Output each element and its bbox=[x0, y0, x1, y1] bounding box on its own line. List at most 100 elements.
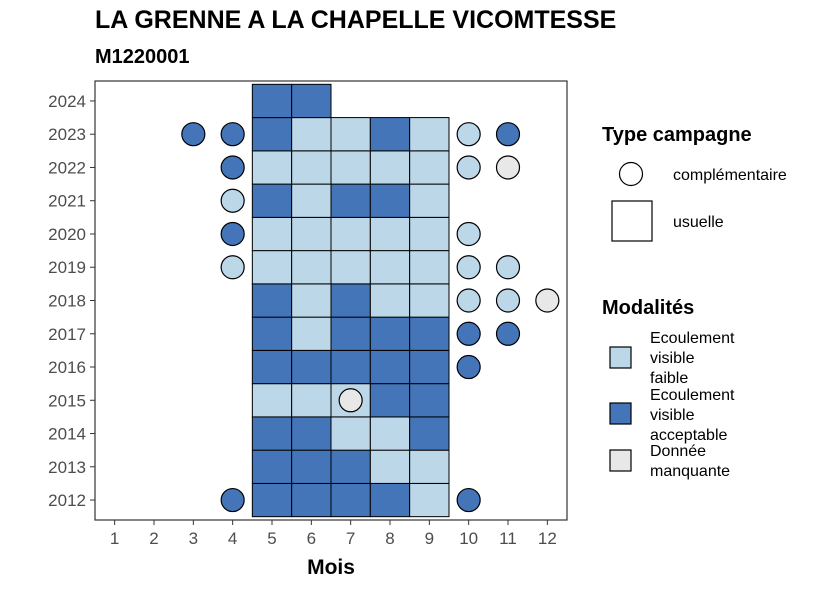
point-2021-4 bbox=[220, 188, 245, 213]
tile-2023-9 bbox=[409, 117, 450, 152]
point-2015-7 bbox=[338, 388, 363, 413]
point-2018-12 bbox=[535, 288, 560, 313]
point-2022-10 bbox=[456, 155, 481, 180]
legend-label-complementaire: complémentaire bbox=[673, 167, 787, 184]
legend-label-faible-line3: faible bbox=[650, 370, 688, 387]
x-axis-title: Mois bbox=[307, 556, 355, 579]
y-tick-label-2013: 2013 bbox=[48, 458, 86, 477]
tile-2016-6 bbox=[291, 349, 332, 385]
point-2012-4 bbox=[220, 487, 245, 513]
point-2019-10 bbox=[456, 255, 481, 280]
tile-2015-8 bbox=[369, 383, 411, 418]
legend-circle-key bbox=[618, 161, 644, 187]
tile-2012-8 bbox=[369, 482, 411, 518]
x-tick-label-12: 12 bbox=[538, 529, 557, 548]
tile-2022-9 bbox=[409, 150, 450, 185]
y-tick-label-2016: 2016 bbox=[48, 358, 86, 377]
legend-label-manquante: Donnée manquante bbox=[650, 443, 730, 480]
legend-label-acceptable-line3: acceptable bbox=[650, 427, 727, 444]
y-tick-label-2023: 2023 bbox=[48, 125, 86, 144]
tile-2021-9 bbox=[409, 183, 450, 218]
y-tick-label-2022: 2022 bbox=[48, 158, 86, 177]
tile-2021-6 bbox=[291, 183, 332, 218]
point-2023-3 bbox=[181, 122, 206, 147]
point-2023-4 bbox=[220, 122, 245, 147]
y-tick-label-2019: 2019 bbox=[48, 258, 86, 277]
tile-2016-9 bbox=[409, 349, 450, 385]
y-tick-label-2020: 2020 bbox=[48, 225, 86, 244]
tile-2014-7 bbox=[330, 416, 371, 451]
y-tick-label-2017: 2017 bbox=[48, 325, 86, 344]
tile-2020-5 bbox=[251, 216, 293, 252]
tile-2017-8 bbox=[369, 316, 411, 351]
point-2019-11 bbox=[495, 255, 521, 280]
tile-2012-5 bbox=[251, 482, 293, 518]
tile-2017-9 bbox=[409, 316, 450, 351]
tile-2017-5 bbox=[251, 316, 293, 351]
tile-2019-9 bbox=[409, 250, 450, 285]
legend-label-manquante-line1: Donnée bbox=[650, 443, 706, 460]
x-tick-label-10: 10 bbox=[459, 529, 478, 548]
tile-2022-6 bbox=[291, 150, 332, 185]
y-tick-label-2014: 2014 bbox=[48, 425, 86, 444]
tile-2022-8 bbox=[369, 150, 411, 185]
tile-2023-8 bbox=[369, 117, 411, 152]
point-2023-10 bbox=[456, 122, 481, 147]
chart-title: LA GRENNE A LA CHAPELLE VICOMTESSE bbox=[95, 6, 617, 34]
tile-2013-5 bbox=[251, 449, 293, 484]
tile-2023-5 bbox=[251, 117, 293, 152]
legend-key-manquante bbox=[609, 449, 632, 472]
tile-2022-7 bbox=[330, 150, 371, 185]
tile-2020-8 bbox=[369, 216, 411, 252]
x-tick-label-5: 5 bbox=[267, 529, 276, 548]
tile-2014-8 bbox=[369, 416, 411, 451]
y-tick-label-2018: 2018 bbox=[48, 292, 86, 311]
tile-2018-5 bbox=[251, 283, 293, 318]
points-layer bbox=[181, 122, 560, 513]
x-tick-label-7: 7 bbox=[346, 529, 355, 548]
x-tick-label-9: 9 bbox=[425, 529, 434, 548]
tile-2016-7 bbox=[330, 349, 371, 385]
tile-2015-9 bbox=[409, 383, 450, 418]
point-2019-4 bbox=[220, 255, 245, 280]
tile-2014-9 bbox=[409, 416, 450, 451]
tile-2022-5 bbox=[251, 150, 293, 185]
tile-2021-7 bbox=[330, 183, 371, 218]
legend-label-manquante-line2: manquante bbox=[650, 463, 730, 480]
point-2023-11 bbox=[495, 122, 521, 147]
legend-type-campagne: Type campagne complémentaire usuelle bbox=[602, 124, 787, 242]
legend-key-faible bbox=[609, 346, 632, 369]
tile-2012-6 bbox=[291, 482, 332, 518]
point-2022-4 bbox=[220, 155, 245, 180]
point-2022-11 bbox=[495, 155, 521, 180]
legend-type-title: Type campagne bbox=[602, 124, 752, 146]
tile-2016-5 bbox=[251, 349, 293, 385]
tile-2018-8 bbox=[369, 283, 411, 318]
legend-label-acceptable: Ecoulement visible acceptable bbox=[650, 387, 739, 444]
y-axis: 2012 2013 2014 2015 2016 2017 2018 2019 2020 2021… bbox=[48, 92, 95, 510]
tile-2024-6 bbox=[291, 83, 332, 119]
point-2017-10 bbox=[456, 321, 481, 346]
point-2016-10 bbox=[456, 354, 481, 380]
tile-2015-6 bbox=[291, 383, 332, 418]
point-2018-10 bbox=[456, 288, 481, 313]
tile-2013-9 bbox=[409, 449, 450, 484]
tile-2013-8 bbox=[369, 449, 411, 484]
tile-2021-8 bbox=[369, 183, 411, 218]
tile-2019-8 bbox=[369, 250, 411, 285]
x-axis: 1 2 3 4 5 6 7 8 9 10 11 12 bbox=[110, 520, 557, 548]
tile-2018-7 bbox=[330, 283, 371, 318]
tile-2016-8 bbox=[369, 349, 411, 385]
tile-2020-7 bbox=[330, 216, 371, 252]
tiles-layer bbox=[251, 83, 450, 518]
tile-2012-9 bbox=[409, 482, 450, 518]
tile-2017-7 bbox=[330, 316, 371, 351]
legend-modalites: Modalités Ecoulement visible faible Ecou… bbox=[602, 297, 739, 480]
tile-2023-7 bbox=[330, 117, 371, 152]
x-tick-label-11: 11 bbox=[499, 529, 517, 548]
tile-2012-7 bbox=[330, 482, 371, 518]
y-tick-label-2012: 2012 bbox=[48, 491, 86, 510]
tile-2017-6 bbox=[291, 316, 332, 351]
tile-2018-9 bbox=[409, 283, 450, 318]
